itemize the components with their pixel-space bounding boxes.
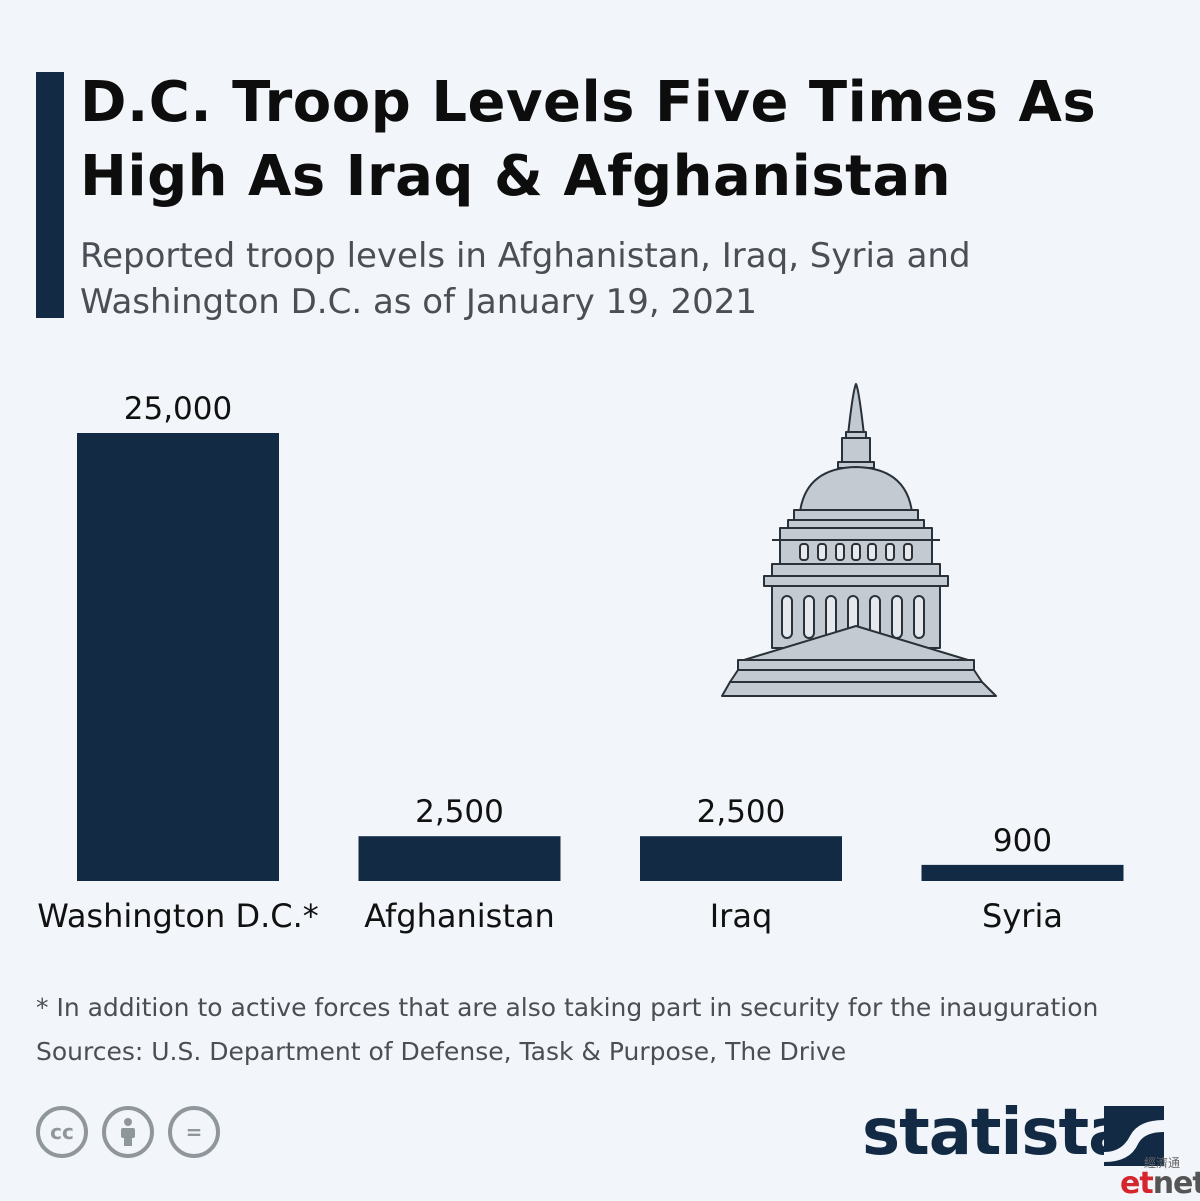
watermark-net: net — [1152, 1166, 1200, 1201]
footnote-text: * In addition to active forces that are … — [36, 993, 1099, 1022]
no-derivatives-icon[interactable]: = — [168, 1106, 220, 1158]
bar — [640, 836, 842, 881]
bar — [358, 836, 561, 881]
statista-logo[interactable]: statista — [862, 1096, 1131, 1170]
value-label: 900 — [993, 823, 1052, 859]
bar — [77, 433, 279, 881]
watermark-chinese: 經濟通 — [1144, 1156, 1181, 1170]
bar-chart: 25,000 Washington D.C.* 2,500 Afghanistan 2,… — [37, 383, 1124, 935]
sources-text: Sources: U.S. Department of Defense, Tas… — [36, 1037, 847, 1066]
value-label: 25,000 — [124, 391, 232, 427]
person-icon — [121, 1118, 135, 1146]
category-label: Afghanistan — [364, 897, 555, 935]
value-label: 2,500 — [697, 794, 786, 830]
statista-mark-icon — [1104, 1106, 1164, 1166]
value-label: 2,500 — [415, 794, 504, 830]
title-accent-bar — [36, 72, 64, 318]
category-label: Washington D.C.* — [37, 897, 319, 935]
category-label: Syria — [982, 897, 1063, 935]
watermark-et: et — [1120, 1166, 1154, 1201]
page-subtitle: Reported troop levels in Afghanistan, Ir… — [80, 236, 971, 322]
bar — [921, 864, 1124, 881]
page-title: D.C. Troop Levels Five Times As High As … — [80, 70, 1097, 209]
etnet-watermark: etnet — [1120, 1166, 1200, 1201]
cc-icon[interactable]: cc — [36, 1106, 88, 1158]
category-label: Iraq — [710, 897, 773, 935]
attribution-icon[interactable] — [102, 1106, 154, 1158]
capitol-dome-icon — [721, 383, 997, 697]
